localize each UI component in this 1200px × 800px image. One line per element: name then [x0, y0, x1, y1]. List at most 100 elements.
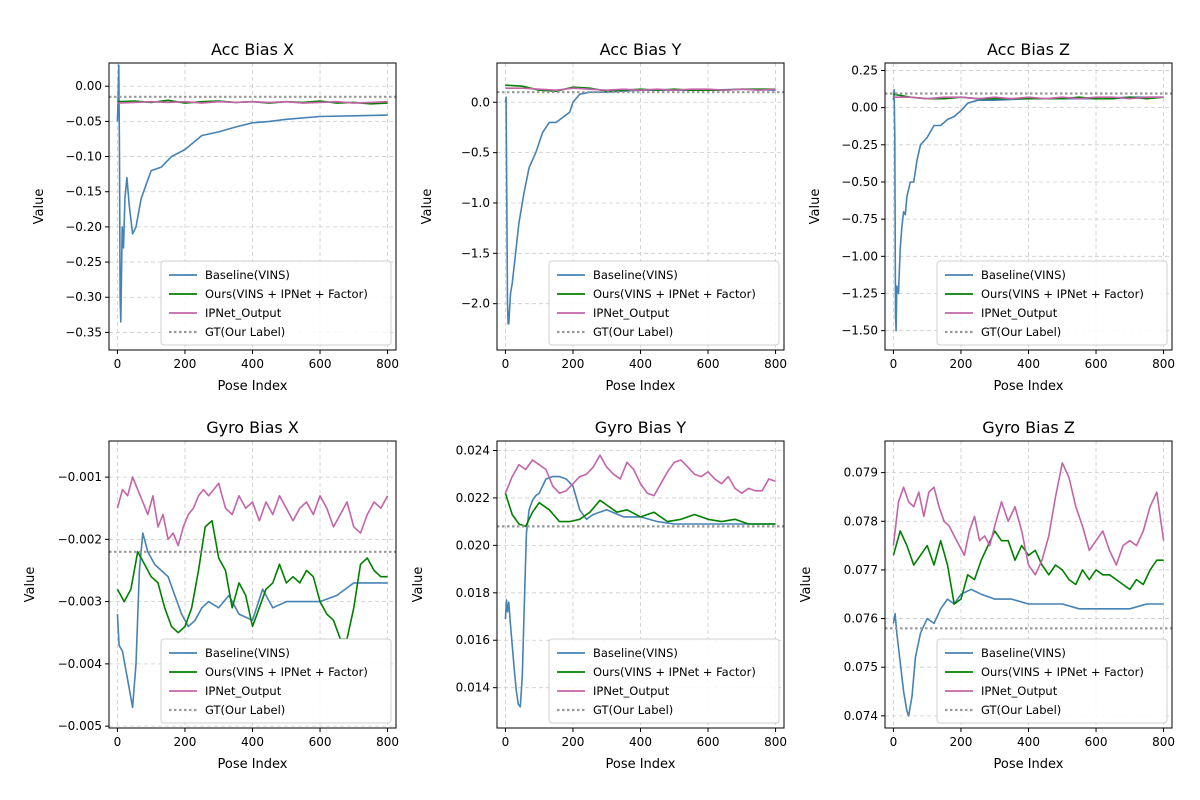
legend-box — [160, 638, 392, 724]
legend-label: Ours(VINS + IPNet + Factor) — [205, 287, 368, 301]
legend-label: IPNet_Output — [981, 306, 1058, 320]
legend-label: GT(Our Label) — [981, 325, 1061, 339]
legend-label: Baseline(VINS) — [981, 646, 1066, 660]
y-tick-label: 0.020 — [456, 538, 490, 552]
legend-label: Baseline(VINS) — [205, 646, 290, 660]
y-tick-label: −1.00 — [841, 249, 878, 263]
series-line-2 — [116, 519, 388, 640]
y-tick-label: −0.15 — [65, 185, 102, 199]
subplot-5: 0 200 400 600 800 0.024 0.022 0.020 0.018 0.016 0.… — [411, 418, 787, 772]
x-tick-label: 0 — [890, 735, 898, 749]
subplot-title: Gyro Bias X — [206, 418, 299, 437]
legend-label: Ours(VINS + IPNet + Factor) — [981, 665, 1144, 679]
x-tick-label: 600 — [309, 357, 332, 371]
subplot-1: 0 200 400 600 800 0.00 −0.05 −0.10 −0.15 −0.20 −0.… — [32, 40, 399, 394]
legend-label: GT(Our Label) — [593, 703, 673, 717]
y-tick-label: 0.016 — [456, 633, 490, 647]
x-tick-label: 200 — [950, 735, 973, 749]
y-tick-label: 0.024 — [456, 443, 490, 457]
x-axis-label: Pose Index — [993, 757, 1063, 772]
series-line-3 — [893, 96, 1164, 100]
legend-label: Baseline(VINS) — [593, 646, 678, 660]
legend-label: Ours(VINS + IPNet + Factor) — [981, 287, 1144, 301]
y-tick-label: 0.077 — [844, 563, 878, 577]
x-tick-label: 200 — [562, 357, 585, 371]
legend-label: IPNet_Output — [593, 684, 670, 698]
x-tick-label: 600 — [697, 357, 720, 371]
y-tick-label: 0.0 — [471, 95, 490, 109]
y-axis-label: Value — [420, 189, 435, 225]
x-tick-label: 400 — [1017, 357, 1040, 371]
x-tick-label: 800 — [1152, 735, 1175, 749]
legend-label: Ours(VINS + IPNet + Factor) — [593, 665, 756, 679]
y-tick-label: 0.078 — [844, 514, 878, 528]
x-tick-label: 0 — [114, 735, 122, 749]
series-line-2 — [892, 530, 1164, 605]
legend-label: IPNet_Output — [205, 684, 282, 698]
x-tick-label: 600 — [1085, 735, 1108, 749]
x-tick-label: 400 — [241, 735, 264, 749]
legend-box — [160, 260, 392, 346]
y-tick-label: 0.014 — [456, 681, 490, 695]
legend-box — [548, 260, 780, 346]
y-tick-label: −0.5 — [461, 146, 490, 160]
series-line-1 — [504, 88, 776, 325]
y-tick-label: −0.35 — [65, 325, 102, 339]
legend-label: IPNet_Output — [981, 684, 1058, 698]
legend-label: IPNet_Output — [205, 306, 282, 320]
x-tick-label: 600 — [697, 735, 720, 749]
x-tick-label: 0 — [502, 357, 510, 371]
y-tick-label: 0.018 — [456, 586, 490, 600]
y-tick-label: −0.20 — [65, 220, 102, 234]
subplot-4: 0 200 400 600 800 −0.001 −0.002 −0.003 −0.004 −0.… — [23, 418, 399, 772]
legend-label: Ours(VINS + IPNet + Factor) — [593, 287, 756, 301]
y-tick-label: −0.05 — [65, 114, 102, 128]
x-tick-label: 200 — [950, 357, 973, 371]
y-tick-label: −0.25 — [65, 255, 102, 269]
x-axis-label: Pose Index — [217, 757, 287, 772]
series-line-3 — [505, 87, 776, 91]
subplot-6: 0 200 400 600 800 0.079 0.078 0.077 0.076 0.075 0.… — [799, 418, 1175, 772]
y-tick-label: 0.074 — [844, 709, 878, 723]
y-tick-label: 0.00 — [851, 101, 878, 115]
subplot-2: 0 200 400 600 800 0.0 −0.5 −1.0 −1.5 −2.0 Acc Bias… — [420, 40, 787, 394]
x-axis-label: Pose Index — [605, 379, 675, 394]
legend-label: Ours(VINS + IPNet + Factor) — [205, 665, 368, 679]
series-line-1 — [504, 475, 776, 708]
legend-box — [936, 638, 1168, 724]
legend-label: GT(Our Label) — [205, 325, 285, 339]
x-tick-label: 400 — [629, 357, 652, 371]
legend-label: Baseline(VINS) — [205, 268, 290, 282]
subplot-title: Acc Bias Y — [600, 40, 682, 59]
subplot-title: Gyro Bias Y — [595, 418, 687, 437]
x-tick-label: 0 — [114, 357, 122, 371]
x-tick-label: 800 — [1152, 357, 1175, 371]
y-tick-label: −0.10 — [65, 150, 102, 164]
y-axis-label: Value — [32, 189, 47, 225]
x-axis-label: Pose Index — [217, 379, 287, 394]
y-tick-label: 0.25 — [851, 63, 878, 77]
y-axis-label: Value — [411, 567, 426, 603]
x-tick-label: 0 — [502, 735, 510, 749]
y-tick-label: −1.0 — [461, 196, 490, 210]
x-tick-label: 0 — [890, 357, 898, 371]
legend-label: Baseline(VINS) — [593, 268, 678, 282]
x-tick-label: 800 — [376, 357, 399, 371]
subplot-3: 0 200 400 600 800 0.25 0.00 −0.25 −0.50 −0.75 −1.0… — [808, 40, 1175, 394]
y-tick-label: 0.00 — [75, 79, 102, 93]
series-line-1 — [116, 64, 388, 323]
x-tick-label: 200 — [174, 735, 197, 749]
legend: Baseline(VINS) Ours(VINS + IPNet + Factor… — [160, 260, 392, 346]
y-axis-label: Value — [808, 189, 823, 225]
series-line-3 — [892, 462, 1165, 576]
y-tick-label: 0.022 — [456, 491, 490, 505]
x-tick-label: 400 — [1017, 735, 1040, 749]
x-tick-label: 600 — [1085, 357, 1108, 371]
x-tick-label: 800 — [376, 735, 399, 749]
legend: Baseline(VINS) Ours(VINS + IPNet + Factor… — [160, 638, 392, 724]
legend: Baseline(VINS) Ours(VINS + IPNet + Factor… — [936, 260, 1168, 346]
y-tick-label: −0.005 — [58, 719, 102, 733]
x-tick-label: 400 — [629, 735, 652, 749]
series-line-1 — [116, 532, 388, 709]
